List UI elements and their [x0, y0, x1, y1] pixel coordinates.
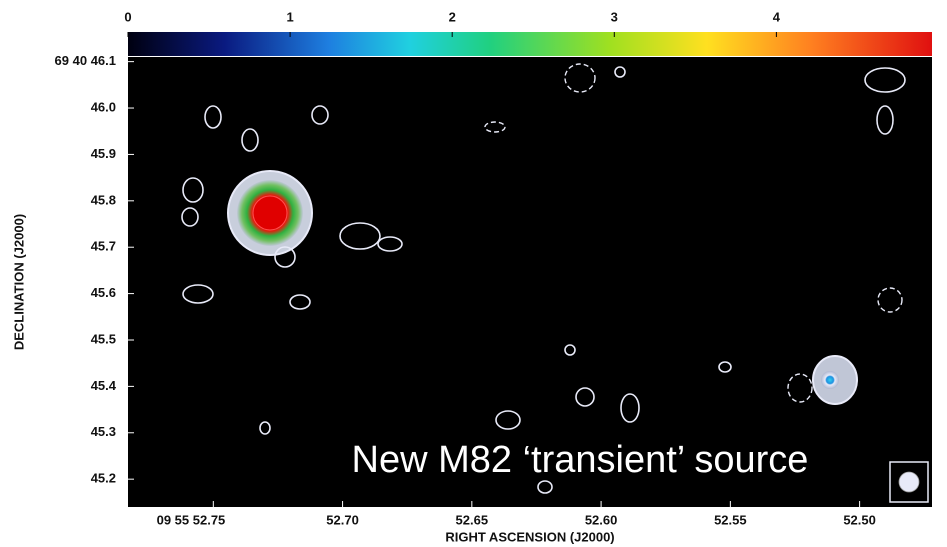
y-tick-label: 45.8	[91, 192, 116, 207]
y-tick-label: 69 40 46.1	[55, 53, 116, 68]
y-tick-label: 45.4	[91, 378, 117, 393]
x-tick-label: 52.60	[585, 512, 618, 527]
colorbar-tick-label: 4	[773, 9, 781, 24]
colorbar-tick-label: 0	[124, 9, 131, 24]
colorbar	[128, 32, 932, 56]
annotation: New M82 ‘transient’ source	[352, 439, 809, 481]
y-tick-label: 45.6	[91, 285, 116, 300]
y-tick-label: 45.9	[91, 146, 116, 161]
y-tick-label: 45.3	[91, 424, 116, 439]
y-tick-label: 45.5	[91, 331, 116, 346]
y-axis-label: DECLINATION (J2000)	[11, 214, 26, 350]
colorbar-tick-label: 3	[611, 9, 618, 24]
x-tick-label: 52.55	[714, 512, 747, 527]
x-tick-label: 52.65	[456, 512, 489, 527]
colorbar-tick-label: 2	[449, 9, 456, 24]
x-axis-label: RIGHT ASCENSION (J2000)	[445, 529, 614, 544]
y-tick-label: 45.2	[91, 471, 116, 486]
x-tick-label: 52.50	[843, 512, 876, 527]
x-tick-label: 52.70	[326, 512, 359, 527]
contours	[181, 63, 929, 503]
y-tick-label: 45.7	[91, 239, 116, 254]
x-tick-label: 09 55 52.75	[157, 512, 226, 527]
colorbar-tick-label: 1	[286, 9, 293, 24]
y-tick-label: 46.0	[91, 99, 116, 114]
